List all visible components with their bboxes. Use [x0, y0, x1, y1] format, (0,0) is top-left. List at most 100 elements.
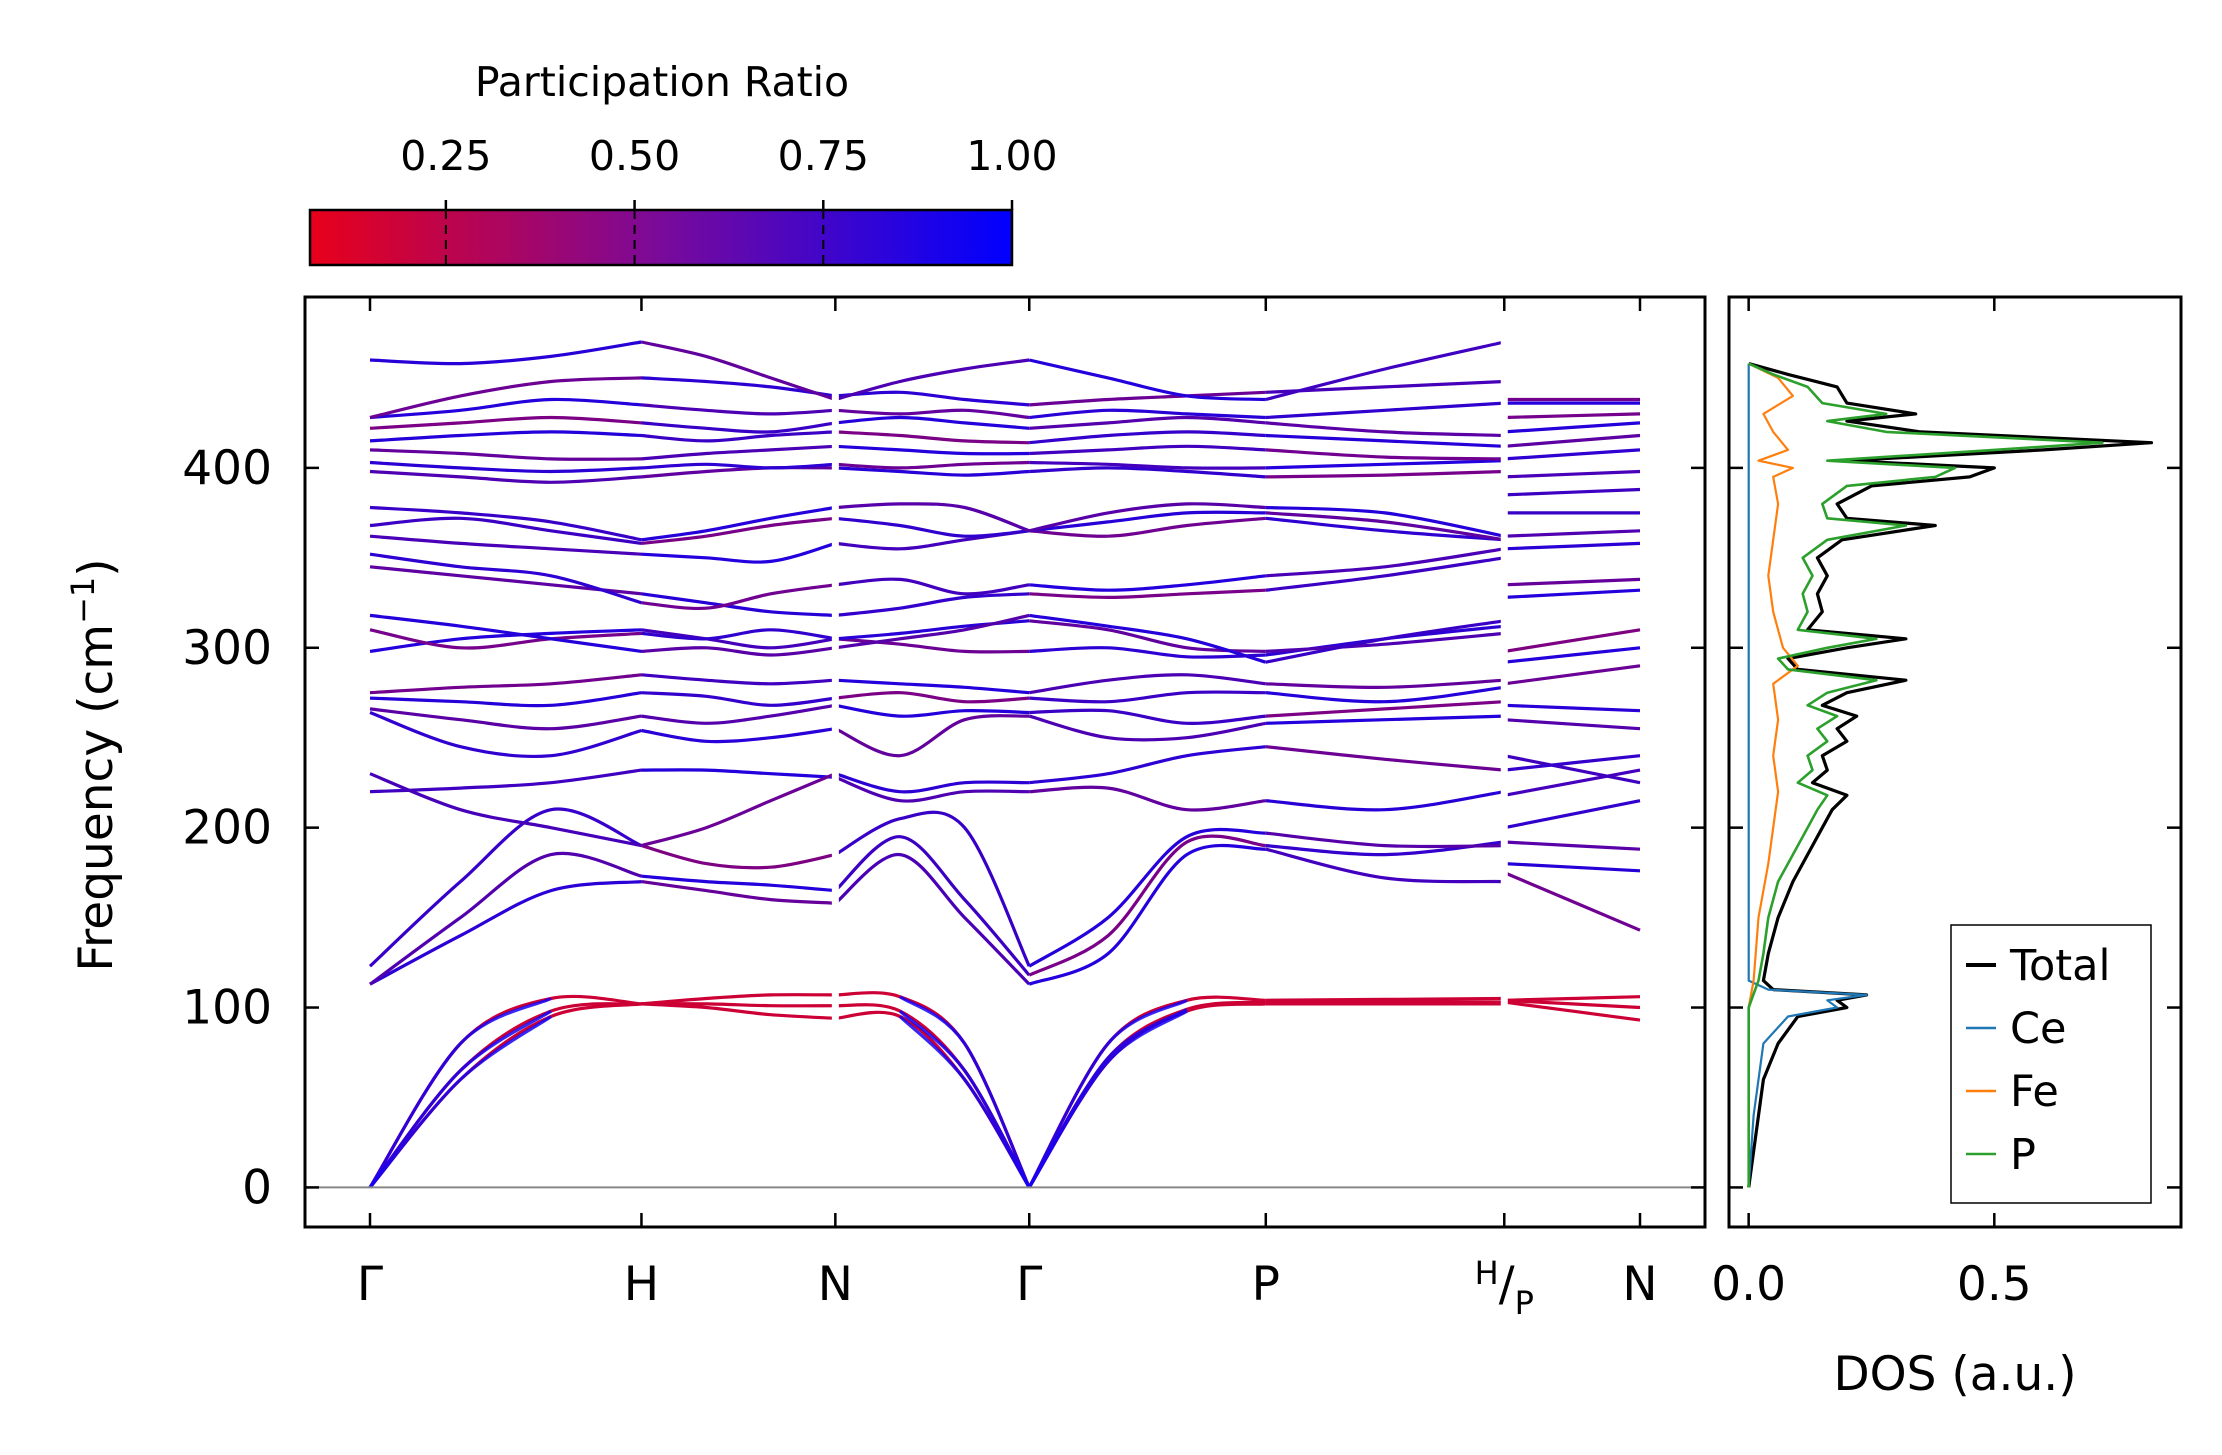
band-line [369, 516, 642, 545]
band-line [369, 469, 642, 484]
colorbar-tick-label: 0.50 [589, 132, 680, 180]
band-line [1029, 690, 1266, 704]
dos-line-p [1747, 362, 2104, 1188]
x-tick-label: N [1622, 1257, 1657, 1312]
band-line [641, 340, 836, 402]
band-line [1265, 678, 1505, 689]
x-tick-label: P [1252, 1257, 1280, 1312]
band-line [1029, 785, 1266, 812]
band-line [1265, 556, 1505, 592]
dos-lines [1747, 362, 2154, 1188]
band-line [641, 703, 836, 725]
band-line [1504, 433, 1641, 448]
band-line [1265, 840, 1505, 857]
band-line [834, 852, 1031, 986]
band-line [641, 403, 836, 416]
band-line [369, 768, 642, 794]
band-line [641, 430, 836, 443]
band-line [1265, 996, 1505, 1002]
band-line [641, 505, 836, 542]
band-line [369, 673, 642, 695]
band-line [369, 376, 642, 420]
band-line [1504, 840, 1641, 851]
band-line [369, 880, 642, 986]
band-line [1265, 421, 1505, 438]
band-line [1504, 577, 1641, 587]
band-line [1029, 745, 1266, 785]
band-line [641, 1002, 836, 1008]
band-line [1265, 619, 1505, 664]
band-line [641, 673, 836, 686]
band-line [1504, 718, 1641, 731]
band-line [834, 810, 1031, 967]
band-line [1029, 588, 1266, 599]
band-line [369, 534, 642, 556]
band-line [1265, 459, 1505, 470]
x-tick-label: H/P [1475, 1254, 1534, 1322]
band-line [1029, 646, 1266, 659]
band-line [1265, 790, 1505, 812]
y-tick-label: 200 [182, 801, 272, 856]
band-line [1504, 448, 1641, 461]
band-line [1029, 510, 1266, 533]
band-line [369, 691, 642, 708]
band-line [641, 421, 836, 434]
band-line [835, 613, 1030, 650]
band-line [369, 505, 642, 542]
y-tick-label: 400 [182, 441, 272, 496]
band-line [641, 691, 836, 707]
band-line [1028, 843, 1266, 986]
band-line [1504, 412, 1641, 420]
band-line [641, 727, 836, 744]
band-line [369, 415, 642, 430]
x-tick-label: Γ [357, 1257, 383, 1312]
band-line [835, 691, 1030, 704]
band-line [1028, 714, 1267, 742]
band-line [641, 768, 836, 779]
legend-frame [1950, 924, 2152, 1204]
band-line [1029, 415, 1266, 430]
dos-x-tick-label: 0.5 [1957, 1257, 2032, 1312]
band-line [641, 772, 836, 848]
band-line [1265, 433, 1505, 448]
band-line [641, 592, 836, 617]
band-line [1029, 390, 1266, 407]
y-axis-label: Frequency (cm−1) [64, 558, 124, 971]
band-line [1265, 831, 1505, 849]
band-line [1504, 995, 1641, 1002]
dos-legend: Total Ce Fe P [1950, 924, 2152, 1204]
band-line [1265, 714, 1505, 725]
band-line [1504, 703, 1641, 713]
band-line [835, 430, 1030, 445]
band-line [1265, 685, 1505, 704]
band-line [834, 714, 1030, 758]
band-line [1504, 646, 1641, 664]
band-line [1504, 588, 1641, 599]
band-line [641, 628, 836, 641]
band-line [1504, 754, 1641, 772]
band-line [1265, 505, 1505, 538]
band-line [641, 376, 836, 398]
y-tick-label: 100 [182, 981, 272, 1036]
band-line [835, 415, 1030, 430]
dos-line-ce [1747, 363, 1868, 1188]
band-line [1503, 871, 1641, 932]
band-line [1029, 516, 1266, 538]
band-line [1503, 799, 1641, 830]
band-line [1265, 700, 1505, 718]
band-line [1504, 862, 1641, 873]
legend-items: Total Ce Fe P [1966, 941, 2110, 1180]
band-line [641, 541, 836, 564]
colorbar: Participation Ratio 0.25 0.50 0.75 1.00 [308, 58, 1058, 267]
band-line [369, 628, 642, 653]
band-line [1503, 754, 1641, 785]
band-line [1265, 469, 1505, 479]
dos-frame [1727, 295, 2183, 1229]
band-line [369, 448, 642, 461]
band-line [369, 552, 642, 605]
band-line [835, 991, 1031, 1189]
band-line [369, 613, 642, 653]
colorbar-label: Participation Ratio [475, 58, 849, 106]
band-line [1265, 511, 1505, 542]
